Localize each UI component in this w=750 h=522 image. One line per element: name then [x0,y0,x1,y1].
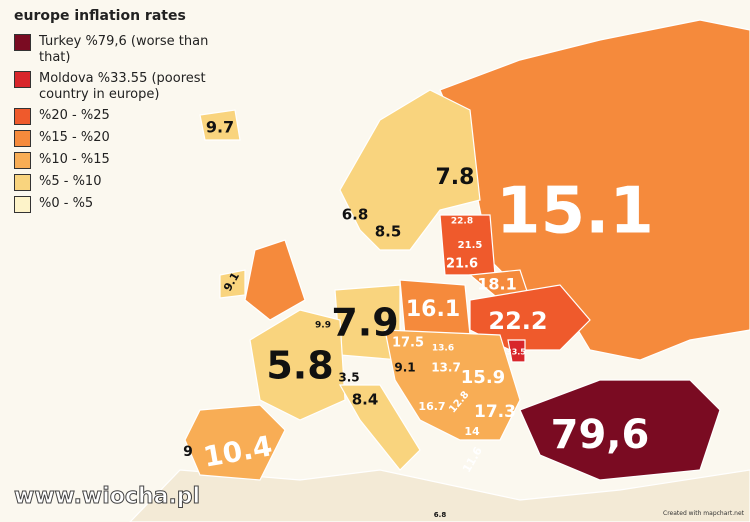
legend-swatch [14,108,31,125]
region-label: 11.6 [460,444,485,474]
region-label: 21.5 [458,240,483,251]
region-label: 13.6 [432,344,454,354]
region-label: 22.8 [451,217,473,227]
legend-label: %20 - %25 [39,108,110,123]
region-label: 9 [183,444,193,460]
legend-entry: %10 - %15 [14,152,224,169]
region-label: 21.6 [446,257,478,272]
title: europe inflation rates [14,8,186,24]
region-label: 14 [464,425,480,438]
legend-label: %5 - %10 [39,174,102,189]
region-label: 17.3 [474,402,516,422]
legend-entry: Turkey %79,6 (worse than that) [14,34,224,66]
legend-label: %0 - %5 [39,196,94,211]
legend-entry: Moldova %33.55 (poorest country in europ… [14,71,224,103]
legend-swatch [14,34,31,51]
region-label: 33.5 [506,348,526,357]
legend: europe inflation rates Turkey %79,6 (wor… [14,8,224,218]
legend-label: %15 - %20 [39,130,110,145]
region-label: 18.1 [477,275,516,294]
region-label: 5.8 [266,344,333,388]
legend-label: Turkey %79,6 (worse than that) [39,34,209,65]
land [129,19,750,522]
region-label: 13.7 [431,361,461,375]
legend-label: Moldova %33.55 (poorest country in europ… [39,71,206,102]
credit: Created with mapchart.net [663,510,744,517]
region-label: 22.2 [488,307,547,335]
region-label: 79,6 [551,412,650,458]
legend-swatch [14,196,31,213]
region-label: 6.8 [342,206,369,224]
legend-entry: %5 - %10 [14,174,224,191]
legend-entry: %15 - %20 [14,130,224,147]
region-label: 8.4 [352,391,379,409]
region-label: 17.5 [392,336,424,351]
region-label: 7.9 [331,301,398,345]
region-label: 9.9 [315,321,331,331]
legend-entry: %20 - %25 [14,108,224,125]
region-label: 16.1 [406,297,460,322]
legend-swatch [14,152,31,169]
region-label: 16.7 [418,400,445,413]
region-label: 9.7 [206,118,234,137]
legend-swatch [14,130,31,147]
region-label: 9.1 [394,361,415,375]
watermark: www.wiocha.pl [13,484,201,510]
legend-entry: %0 - %5 [14,196,224,213]
legend-label: %10 - %15 [39,152,110,167]
region-label: 3.5 [338,371,359,385]
legend-swatch [14,71,31,88]
legend-swatch [14,174,31,191]
region-label: 15.9 [461,367,505,388]
region-label: 7.8 [436,165,475,190]
region-label: 8.5 [375,223,402,241]
region-label: 6.8 [434,511,447,519]
region-label: 15.1 [496,175,654,249]
